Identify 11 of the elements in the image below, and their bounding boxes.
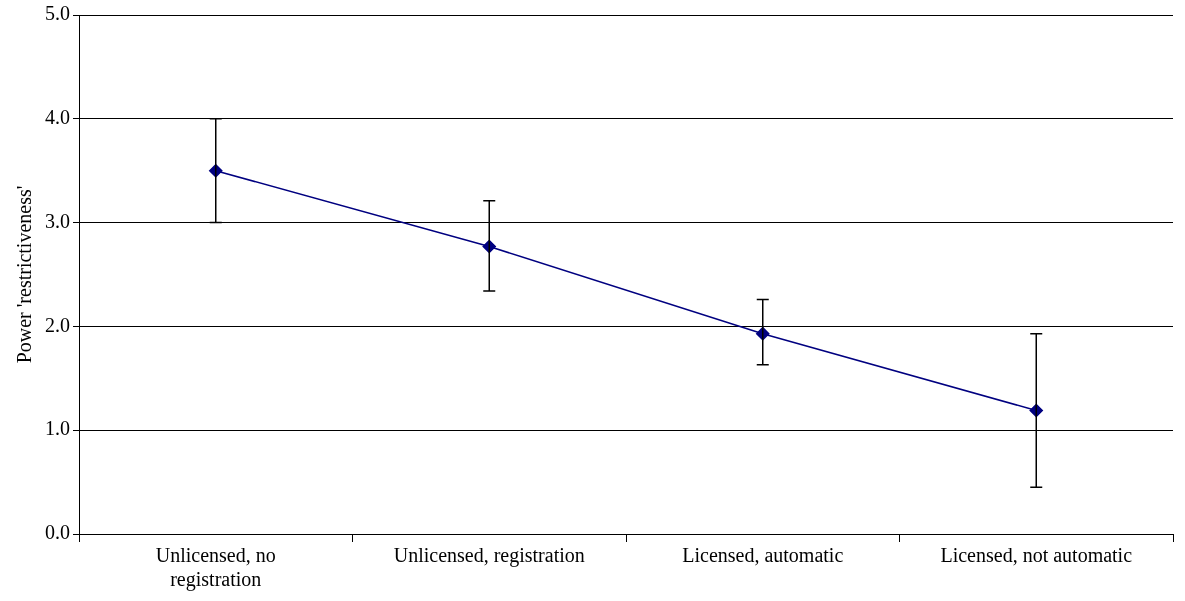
y-tick-label: 3.0 [45, 209, 70, 232]
y-axis-title: Power 'restrictiveness' [13, 185, 36, 364]
x-tick-label: Unlicensed, no registration [155, 544, 276, 592]
y-tick-label: 0.0 [45, 521, 70, 544]
y-tick-label: 5.0 [45, 2, 70, 25]
y-tick-label: 1.0 [45, 417, 70, 440]
y-tick-label: 2.0 [45, 313, 70, 336]
x-tick-label: Licensed, not automatic [940, 544, 1133, 567]
x-tick-label: Unlicensed, registration [393, 544, 585, 568]
x-tick-label: Licensed, automatic [682, 544, 844, 567]
y-tick-label: 4.0 [45, 106, 70, 129]
